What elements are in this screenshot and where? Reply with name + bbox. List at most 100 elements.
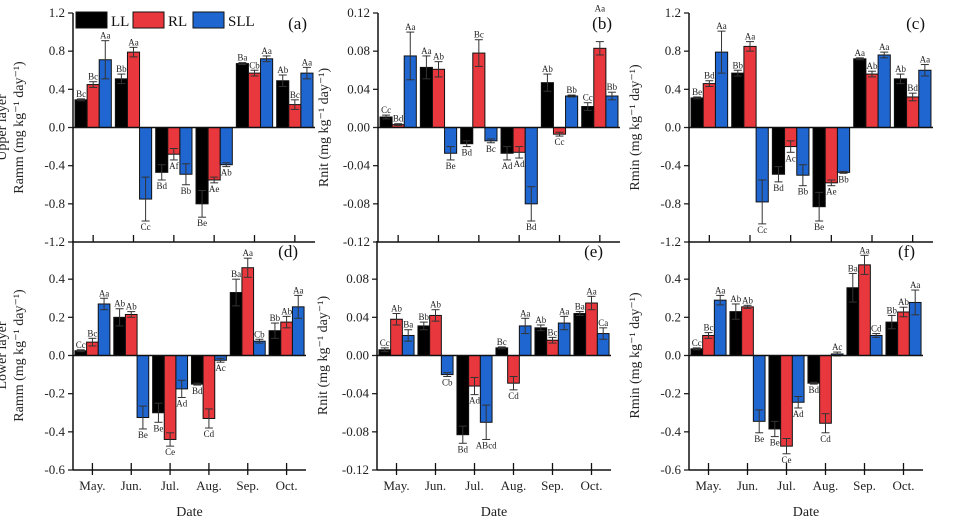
y-tick-label: -0.6 — [660, 462, 681, 477]
y-tick-label: 0.0 — [49, 120, 65, 135]
x-tick-label: Jun. — [121, 478, 142, 493]
significance-label: Be — [197, 218, 207, 228]
bar-SLL-Aug — [219, 127, 233, 166]
x-axis-label: Date — [481, 505, 507, 520]
significance-label: Ce — [165, 447, 175, 457]
significance-label: Aa — [520, 308, 531, 318]
y-tick-label: -1.2 — [44, 234, 65, 249]
y-tick-label: 0.4 — [49, 81, 66, 96]
significance-label: Cd — [871, 324, 882, 334]
y-tick-label: -0.2 — [660, 386, 681, 401]
significance-label: Aa — [745, 32, 756, 42]
significance-label: Bd — [156, 181, 167, 191]
significance-label: Cb — [249, 60, 260, 70]
significance-label: Aa — [855, 48, 866, 58]
significance-label: Bc — [704, 323, 714, 333]
significance-label: Bc — [497, 337, 507, 347]
significance-label: Ac — [215, 363, 226, 373]
significance-label: Ab — [430, 300, 441, 310]
panel-label: (a) — [288, 14, 307, 33]
significance-label: Cc — [76, 340, 86, 350]
significance-label: Ca — [598, 318, 608, 328]
y-tick-label: -0.6 — [44, 462, 65, 477]
significance-label: Bb — [419, 312, 430, 322]
significance-label: Be — [814, 222, 824, 232]
bar-LL-Sep — [853, 58, 867, 128]
panel-label: (c) — [906, 14, 925, 33]
y-tick-label: 0.0 — [49, 348, 65, 363]
x-tick-label: Aug. — [196, 478, 222, 493]
significance-label: Cc — [757, 225, 767, 235]
y-tick-label: -1.2 — [660, 234, 681, 249]
significance-label: Ab — [542, 64, 553, 74]
x-tick-label: May. — [383, 478, 409, 493]
y-tick-label: 0.2 — [665, 309, 681, 324]
bar-LL-May — [74, 99, 88, 129]
x-tick-label: Aug. — [501, 478, 527, 493]
bar-RL-May — [86, 84, 100, 128]
significance-label: Ad — [514, 159, 525, 169]
significance-label: Af — [169, 161, 179, 171]
significance-label: Bb — [838, 174, 849, 184]
significance-label: Aa — [910, 280, 921, 290]
significance-label: Bd — [704, 71, 715, 81]
row-label: Lower layer — [0, 321, 10, 389]
significance-label: Cd — [820, 434, 831, 444]
y-axis-label: Ramm (mg kg⁻¹ day⁻¹) — [12, 289, 27, 422]
significance-label: Bd — [907, 83, 918, 93]
significance-label: Aa — [920, 55, 931, 65]
x-tick-label: Jul. — [465, 478, 483, 493]
y-tick-label: -0.8 — [660, 196, 681, 211]
significance-label: Ab — [221, 168, 232, 178]
significance-label: Ba — [237, 53, 247, 63]
significance-label: Bd — [526, 222, 537, 232]
bar-RL-Aug — [207, 127, 221, 181]
panel-label: (e) — [584, 242, 603, 261]
bar-RL-Sep — [865, 73, 879, 128]
y-tick-label: 0.8 — [665, 43, 681, 58]
bar-LL-Jul — [456, 355, 470, 436]
y-axis-label: Rmin (mg kg⁻¹ day⁻¹) — [628, 292, 643, 419]
panel-label: (f) — [898, 242, 915, 261]
significance-label: Be — [153, 423, 163, 433]
significance-label: Ab — [867, 61, 878, 71]
significance-label: Bc — [88, 72, 98, 82]
x-tick-label: Oct. — [580, 478, 602, 493]
y-tick-label: 0.08 — [347, 43, 370, 58]
bar-LL-Jul — [768, 355, 782, 430]
significance-label: Aa — [302, 57, 313, 67]
significance-label: Aa — [879, 42, 890, 52]
y-tick-label: 0.0 — [665, 348, 681, 363]
y-tick-label: -0.4 — [660, 424, 681, 439]
bar-LL-Jun — [114, 78, 128, 128]
significance-label: Aa — [261, 46, 272, 56]
significance-label: Bb — [566, 85, 577, 95]
significance-label: Bd — [809, 385, 820, 395]
bar-LL-Oct — [893, 78, 908, 128]
bar-SLL-May — [713, 299, 727, 356]
significance-label: Ab — [114, 299, 125, 309]
significance-label: Ba — [848, 263, 858, 273]
bar-RL-Jul — [163, 355, 177, 440]
bar-SLL-Sep — [565, 95, 579, 128]
significance-label: Bc — [76, 89, 86, 99]
significance-label: Bb — [116, 64, 127, 74]
bar-LL-Sep — [534, 327, 548, 356]
bar-LL-Aug — [807, 355, 821, 384]
significance-label: Ac — [832, 342, 843, 352]
bar-LL-Jun — [417, 325, 431, 357]
y-tick-label: 0.04 — [347, 81, 370, 96]
y-tick-label: -0.2 — [44, 386, 65, 401]
significance-label: Be — [770, 438, 780, 448]
significance-label: Bc — [474, 30, 484, 40]
x-tick-label: Sep. — [236, 478, 259, 493]
y-tick-label: 0.4 — [665, 271, 682, 286]
y-tick-label: 0.4 — [49, 271, 66, 286]
y-tick-label: -0.4 — [660, 158, 681, 173]
bar-RL-Oct — [593, 47, 607, 128]
significance-label: Ce — [782, 455, 792, 465]
y-tick-label: -0.04 — [343, 158, 371, 173]
significance-label: Ac — [785, 153, 796, 163]
y-tick-label: 0.2 — [49, 309, 65, 324]
